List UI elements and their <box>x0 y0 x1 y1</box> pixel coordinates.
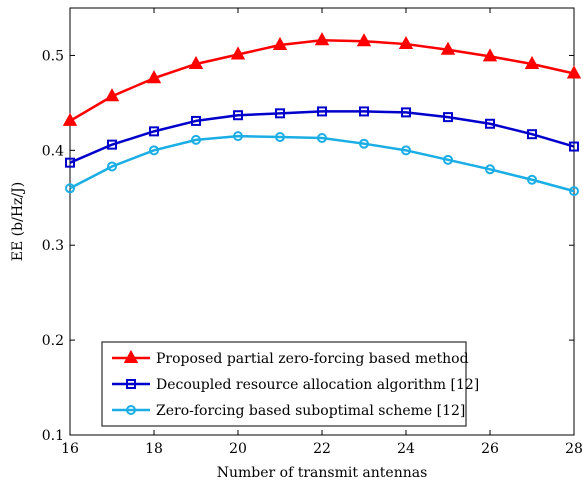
x-axis-label: Number of transmit antennas <box>217 465 428 481</box>
series-line <box>69 110 575 164</box>
legend-box <box>101 341 467 427</box>
data-point-square <box>317 106 327 117</box>
data-point-triangle <box>440 41 456 55</box>
legend: Proposed partial zero-forcing based meth… <box>101 341 479 427</box>
data-point-triangle <box>524 55 540 69</box>
data-point-square <box>233 110 243 121</box>
data-point-square <box>65 157 75 168</box>
y-tick-label: 0.1 <box>42 428 64 444</box>
data-point-circle <box>275 132 285 143</box>
series-line <box>69 39 575 122</box>
data-point-circle <box>107 161 117 172</box>
series-line <box>69 134 575 193</box>
series-triangle <box>62 32 582 126</box>
data-point-square <box>569 141 579 152</box>
x-tick-label: 24 <box>397 441 415 457</box>
data-point-circle <box>65 183 75 194</box>
data-point-square <box>359 106 369 117</box>
data-point-triangle <box>398 35 414 50</box>
series-circle <box>65 131 579 197</box>
axis-ticks: 16 18 20 22 24 26 28 0.1 0.2 0.3 0.4 0.5 <box>42 8 583 457</box>
data-point-square <box>485 118 495 129</box>
data-point-square <box>401 107 411 118</box>
legend-item: Decoupled resource allocation algorithm … <box>112 377 479 393</box>
x-tick-label: 16 <box>61 441 79 457</box>
data-point-circle <box>569 186 579 197</box>
data-point-triangle <box>188 55 204 69</box>
x-tick-label: 28 <box>565 441 583 457</box>
x-tick-label: 22 <box>313 441 331 457</box>
data-point-triangle <box>104 88 120 102</box>
data-point-square <box>107 139 117 150</box>
data-point-triangle <box>314 32 330 46</box>
x-tick-label: 20 <box>229 441 247 457</box>
data-point-circle <box>485 164 495 175</box>
legend-marker-triangle <box>123 349 139 363</box>
data-point-triangle <box>482 48 498 62</box>
data-point-triangle <box>230 46 246 60</box>
data-point-circle <box>317 132 327 143</box>
legend-marker-circle <box>126 405 136 415</box>
y-tick-label: 0.5 <box>42 48 64 64</box>
series-square <box>65 106 579 168</box>
y-axis-label: EE (b/Hz/J) <box>10 182 26 261</box>
legend-marker-square <box>126 379 136 389</box>
legend-label: Decoupled resource allocation algorithm … <box>156 377 479 393</box>
data-point-circle <box>401 145 411 156</box>
data-point-square <box>149 126 159 137</box>
data-point-triangle <box>356 33 372 47</box>
x-tick-label: 26 <box>481 441 499 457</box>
legend-label: Zero-forcing based suboptimal scheme [12… <box>156 403 465 419</box>
data-point-circle <box>443 154 453 165</box>
data-point-circle <box>359 138 369 149</box>
data-point-triangle <box>272 36 288 51</box>
data-point-circle <box>149 145 159 156</box>
legend-label: Proposed partial zero-forcing based meth… <box>156 351 469 367</box>
data-point-square <box>527 129 537 140</box>
data-point-circle <box>233 131 243 142</box>
legend-item: Zero-forcing based suboptimal scheme [12… <box>112 403 465 419</box>
series-layer <box>62 32 582 197</box>
data-point-triangle <box>566 65 582 79</box>
data-point-square <box>191 115 201 126</box>
y-tick-label: 0.3 <box>42 238 64 254</box>
legend-item: Proposed partial zero-forcing based meth… <box>112 349 469 367</box>
y-tick-label: 0.2 <box>42 333 64 349</box>
x-tick-label: 18 <box>145 441 163 457</box>
data-point-square <box>443 112 453 123</box>
data-point-triangle <box>146 70 162 84</box>
data-point-square <box>275 108 285 119</box>
data-point-circle <box>191 134 201 145</box>
y-tick-label: 0.4 <box>42 143 64 159</box>
data-point-circle <box>527 174 537 185</box>
data-point-triangle <box>62 112 78 126</box>
